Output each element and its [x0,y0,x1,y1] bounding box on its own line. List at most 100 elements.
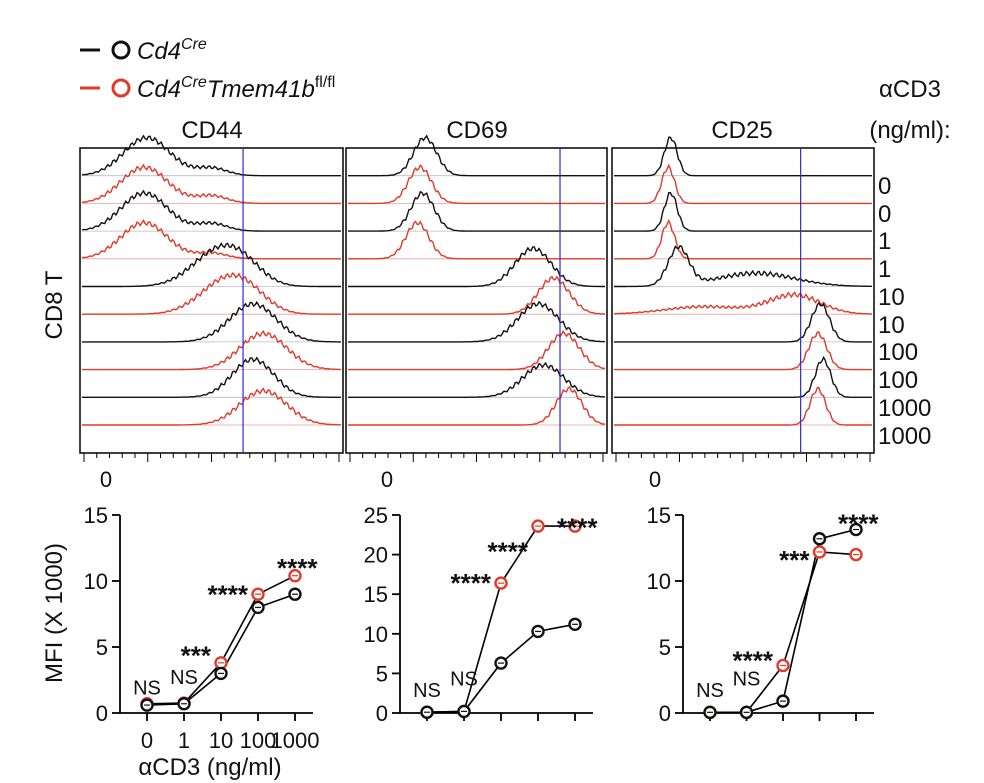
legend-marker-ko [111,78,131,98]
y-tick-label: 0 [376,701,388,726]
x-tick-label: 1000 [271,728,320,753]
histogram-title-cd69: CD69 [446,117,507,144]
histogram-zero-label-cd44: 0 [100,467,112,492]
histogram-trace-wt [348,246,605,288]
mfi-xlabel: αCD3 (ng/ml) [138,754,281,781]
significance-label: **** [557,513,598,543]
y-tick-label: 5 [659,635,671,660]
lane-label: 0 [878,201,891,228]
significance-label: NS [133,678,161,700]
legend: Cd4Cre Cd4CreTmem41bfl/fl [80,36,335,103]
significance-label: *** [181,640,212,670]
histogram-ticks-cd44 [83,453,340,462]
histogram-ticks-cd69 [349,453,604,462]
histogram-trace-wt [82,242,341,288]
histogram-trace-ko [348,220,605,260]
histogram-trace-ko [82,387,341,426]
legend-marker-wt [111,40,131,60]
histogram-trace-wt [348,190,605,232]
histogram-trace-ko [82,272,341,315]
histogram-frame-cd69 [345,147,608,454]
histogram-panel-cd25: CD25 0 [611,117,875,492]
histogram-trace-ko [614,331,872,371]
histogram-trace-ko [348,275,605,315]
lane-label: 1 [878,228,891,255]
lane-label: 1 [878,256,891,283]
mfi-series-cd25 [703,522,863,720]
significance-label: **** [488,536,529,566]
significance-label: **** [733,646,774,676]
histogram-trace-ko [614,218,872,260]
y-tick-label: 25 [364,503,388,528]
significance-label: **** [277,553,318,583]
histogram-frame-cd25 [611,147,875,454]
y-tick-label: 5 [96,635,108,660]
lane-label: 10 [878,312,905,339]
histogram-trace-ko [81,219,341,260]
histogram-trace-wt [614,136,872,177]
y-tick-label: 0 [659,701,671,726]
lane-label: 1000 [878,395,931,422]
lane-label: 1000 [878,423,931,450]
x-tick-label: 10 [209,728,233,753]
histogram-trace-wt [81,189,341,232]
lane-labels: 0 0 1 1 10 10 100 100 1000 1000 [878,173,931,450]
histogram-traces-cd69 [348,134,606,426]
row-label: CD8 T [41,270,68,339]
y-tick-label: 10 [647,569,671,594]
legend-label-ko: Cd4CreTmem41bfl/fl [137,74,335,103]
histogram-trace-ko [82,330,341,371]
histogram-trace-wt [81,134,341,177]
histogram-trace-wt [614,301,872,343]
lane-label: 100 [878,367,918,394]
x-tick-label: 100 [240,728,277,753]
histogram-trace-wt [348,134,605,177]
significance-label: NS [450,668,478,690]
significance-label: **** [208,580,249,610]
histogram-trace-wt [348,300,606,343]
significance-label: NS [170,667,198,689]
mfi-series-cd69 [420,519,582,719]
lane-label: 100 [878,339,918,366]
lane-label: 10 [878,284,905,311]
histogram-trace-wt [614,191,872,232]
histogram-trace-ko [614,163,872,205]
mfi-ylabel: MFI (X 1000) [41,543,68,683]
histogram-trace-ko [348,164,605,205]
histogram-traces-cd44 [81,134,341,426]
lane-label: 0 [878,173,891,200]
condition-header-line1: αCD3 [879,76,941,103]
y-tick-label: 15 [647,503,671,528]
y-tick-label: 15 [84,503,108,528]
y-tick-label: 15 [364,582,388,607]
histogram-trace-ko [81,163,341,205]
histogram-zero-label-cd25: 0 [649,467,661,492]
histogram-trace-wt [82,300,341,343]
condition-header-line2: (ng/ml): [869,117,950,144]
significance-label: **** [838,508,879,538]
histogram-trace-ko [348,329,606,371]
histogram-trace-ko [614,386,872,426]
x-tick-label: 0 [141,728,153,753]
y-tick-label: 20 [364,543,388,568]
histogram-trace-wt [348,361,606,398]
histogram-trace-wt [614,355,872,398]
x-tick-label: 1 [178,728,190,753]
y-tick-label: 5 [376,661,388,686]
mfi-annotations-cd44: NS NS*********** [133,553,318,699]
significance-label: *** [779,545,810,575]
significance-label: **** [451,568,492,598]
legend-label-wt: Cd4Cre [137,36,207,65]
histogram-trace-ko [613,291,873,315]
significance-label: NS [696,680,724,702]
histogram-traces-cd25 [613,136,873,426]
y-tick-label: 10 [84,569,108,594]
significance-label: NS [413,680,441,702]
significance-label: NS [733,668,761,690]
histogram-title-cd25: CD25 [711,117,772,144]
